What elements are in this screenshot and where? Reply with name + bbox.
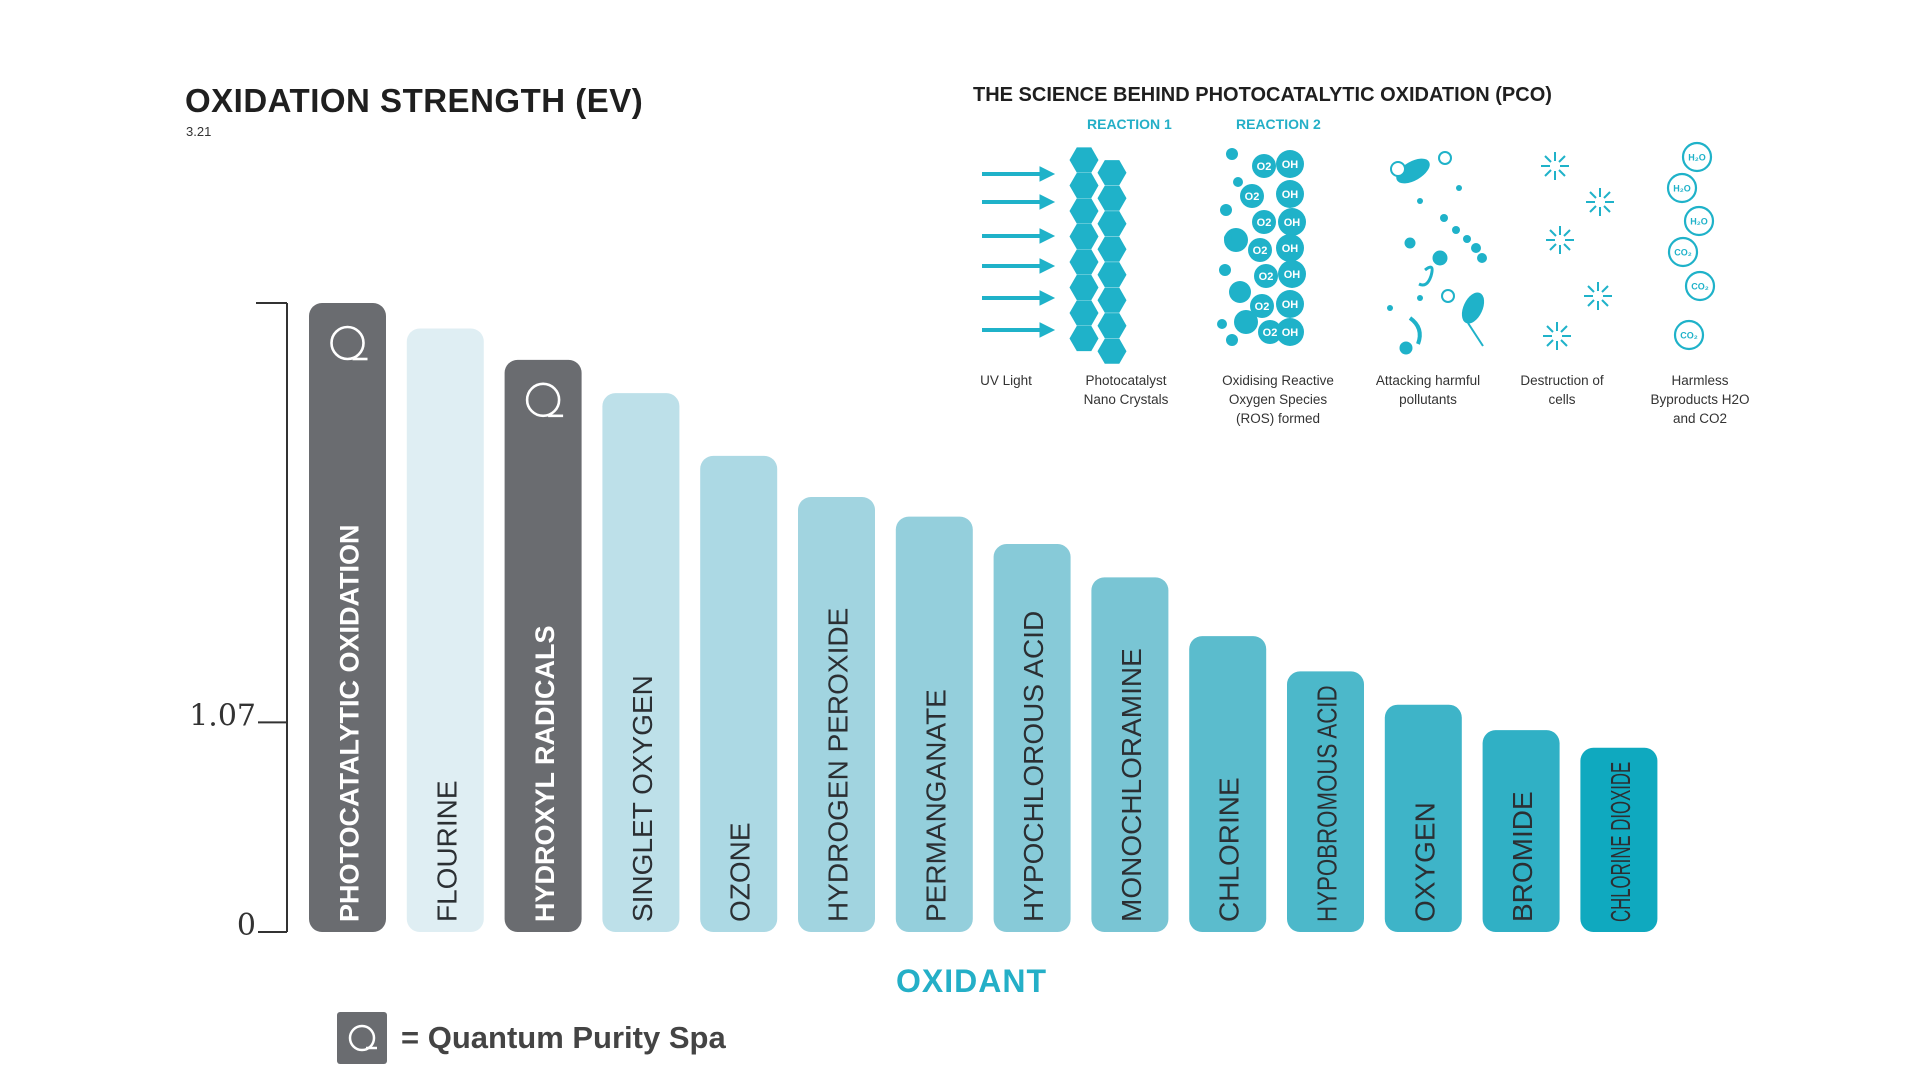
bar-label: OXYGEN xyxy=(1409,802,1440,922)
svg-text:OH: OH xyxy=(1282,243,1299,255)
bar-group: MONOCHLORAMINE xyxy=(1091,577,1169,932)
bar-label: CHLORINE xyxy=(1214,777,1245,922)
svg-text:O2: O2 xyxy=(1263,327,1278,339)
svg-text:OH: OH xyxy=(1284,269,1301,281)
svg-text:CO₂: CO₂ xyxy=(1680,331,1698,341)
svg-text:H₂O: H₂O xyxy=(1688,153,1706,163)
uv-light-arrows-icon xyxy=(982,166,1056,338)
bar-label: CHLORINE DIOXIDE xyxy=(1605,762,1636,922)
svg-text:CO₂: CO₂ xyxy=(1674,248,1692,258)
x-axis-label: OXIDANT xyxy=(896,963,1047,999)
bar-group: CHLORINE DIOXIDE xyxy=(1580,747,1658,932)
ros-molecules-icon: OH OH OH OH OH OH OH O2 O2 O2 O2 O2 O2 O2 xyxy=(1217,148,1306,346)
bar-group: OXYGEN xyxy=(1384,704,1462,932)
bar-group: FLOURINE xyxy=(406,328,484,932)
chart-subtitle: 3.21 xyxy=(186,124,212,139)
stage-uv-light: UV Light xyxy=(980,373,1032,388)
svg-text:OH: OH xyxy=(1282,159,1299,171)
pco-title: THE SCIENCE BEHIND PHOTOCATALYTIC OXIDAT… xyxy=(973,84,1552,106)
svg-text:OH: OH xyxy=(1282,189,1299,201)
y-tick-label: 1.07 xyxy=(189,698,256,733)
bar-group: CHLORINE xyxy=(1189,636,1267,932)
svg-text:OH: OH xyxy=(1282,327,1299,339)
quantum-logo-icon xyxy=(525,382,564,418)
bar xyxy=(1384,704,1462,932)
bar xyxy=(1189,636,1267,932)
cell-destruction-icon xyxy=(1541,152,1614,350)
svg-text:O2: O2 xyxy=(1253,245,1268,257)
stage-destruction: Destruction of cells xyxy=(1520,373,1604,407)
bar-group: HYDROGEN PEROXIDE xyxy=(798,496,875,932)
bar-group: OZONE xyxy=(700,455,778,932)
bar xyxy=(993,544,1071,932)
bar-group: HYDROXYL RADICALS xyxy=(504,359,582,932)
bar xyxy=(1091,577,1169,932)
legend-label: = Quantum Purity Spa xyxy=(401,1020,726,1055)
stage-ros: Oxidising Reactive Oxygen Species (ROS) … xyxy=(1222,373,1334,426)
stage-byproducts: Harmless Byproducts H2O and CO2 xyxy=(1650,373,1750,426)
pollutants-icon xyxy=(1387,151,1487,355)
svg-text:H₂O: H₂O xyxy=(1690,217,1708,227)
bar xyxy=(602,393,680,932)
svg-text:O2: O2 xyxy=(1259,271,1274,283)
bar xyxy=(406,328,484,932)
bar-label: HYPOCHLOROUS ACID xyxy=(1018,611,1049,922)
quantum-logo-icon xyxy=(348,1024,377,1052)
bar-group: PHOTOCATALYTIC OXIDATION xyxy=(309,303,386,932)
bar xyxy=(895,516,973,932)
bar xyxy=(1580,747,1658,932)
bar-label: HYDROGEN PEROXIDE xyxy=(823,608,854,922)
bar-label: SINGLET OXYGEN xyxy=(627,675,658,922)
stage-attacking: Attacking harmful pollutants xyxy=(1375,373,1481,407)
bar-label: MONOCHLORAMINE xyxy=(1116,648,1147,922)
bar-label: HYDROXYL RADICALS xyxy=(530,625,560,922)
bar-label: PERMANGANATE xyxy=(920,689,951,922)
reaction-2-label: REACTION 2 xyxy=(1236,116,1321,132)
stage-photocatalyst: Photocatalyst Nano Crystals xyxy=(1083,373,1169,407)
bar xyxy=(1287,671,1364,932)
reaction-1-label: REACTION 1 xyxy=(1087,116,1172,132)
bar-group: PERMANGANATE xyxy=(895,516,973,932)
bar-group: HYPOBROMOUS ACID xyxy=(1287,671,1364,932)
bar xyxy=(504,359,582,932)
pco-infographic: THE SCIENCE BEHIND PHOTOCATALYTIC OXIDAT… xyxy=(970,78,1770,438)
quantum-logo-icon xyxy=(330,325,368,361)
bar xyxy=(1482,730,1560,932)
bar-label: BROMIDE xyxy=(1507,791,1538,922)
svg-text:OH: OH xyxy=(1284,217,1301,229)
bar-label: HYPOBROMOUS ACID xyxy=(1312,685,1343,922)
svg-text:H₂O: H₂O xyxy=(1673,184,1691,194)
bar xyxy=(309,303,386,932)
bar-group: SINGLET OXYGEN xyxy=(602,393,680,932)
svg-text:O2: O2 xyxy=(1245,191,1260,203)
bar-group: HYPOCHLOROUS ACID xyxy=(993,544,1071,932)
byproducts-icon: H₂O H₂O H₂O CO₂ CO₂ CO₂ xyxy=(1666,141,1716,351)
pco-graphics: OH OH OH OH OH OH OH O2 O2 O2 O2 O2 O2 O2 xyxy=(982,141,1716,364)
svg-text:O2: O2 xyxy=(1257,161,1272,173)
bar-label: OZONE xyxy=(725,822,756,922)
svg-text:O2: O2 xyxy=(1255,301,1270,313)
bar-label: PHOTOCATALYTIC OXIDATION xyxy=(335,524,365,922)
y-tick-label: 0 xyxy=(237,908,256,943)
svg-text:O2: O2 xyxy=(1257,217,1272,229)
bar xyxy=(700,455,778,932)
legend: = Quantum Purity Spa xyxy=(337,1010,726,1066)
bar-label: FLOURINE xyxy=(431,780,462,922)
bar-group: BROMIDE xyxy=(1482,730,1560,932)
chart-title: OXIDATION STRENGTH (EV) xyxy=(185,82,644,119)
photocatalyst-crystal-icon xyxy=(1069,147,1127,364)
svg-text:CO₂: CO₂ xyxy=(1691,282,1709,292)
legend-swatch xyxy=(337,1012,387,1064)
bar xyxy=(798,496,875,932)
svg-text:OH: OH xyxy=(1282,299,1299,311)
